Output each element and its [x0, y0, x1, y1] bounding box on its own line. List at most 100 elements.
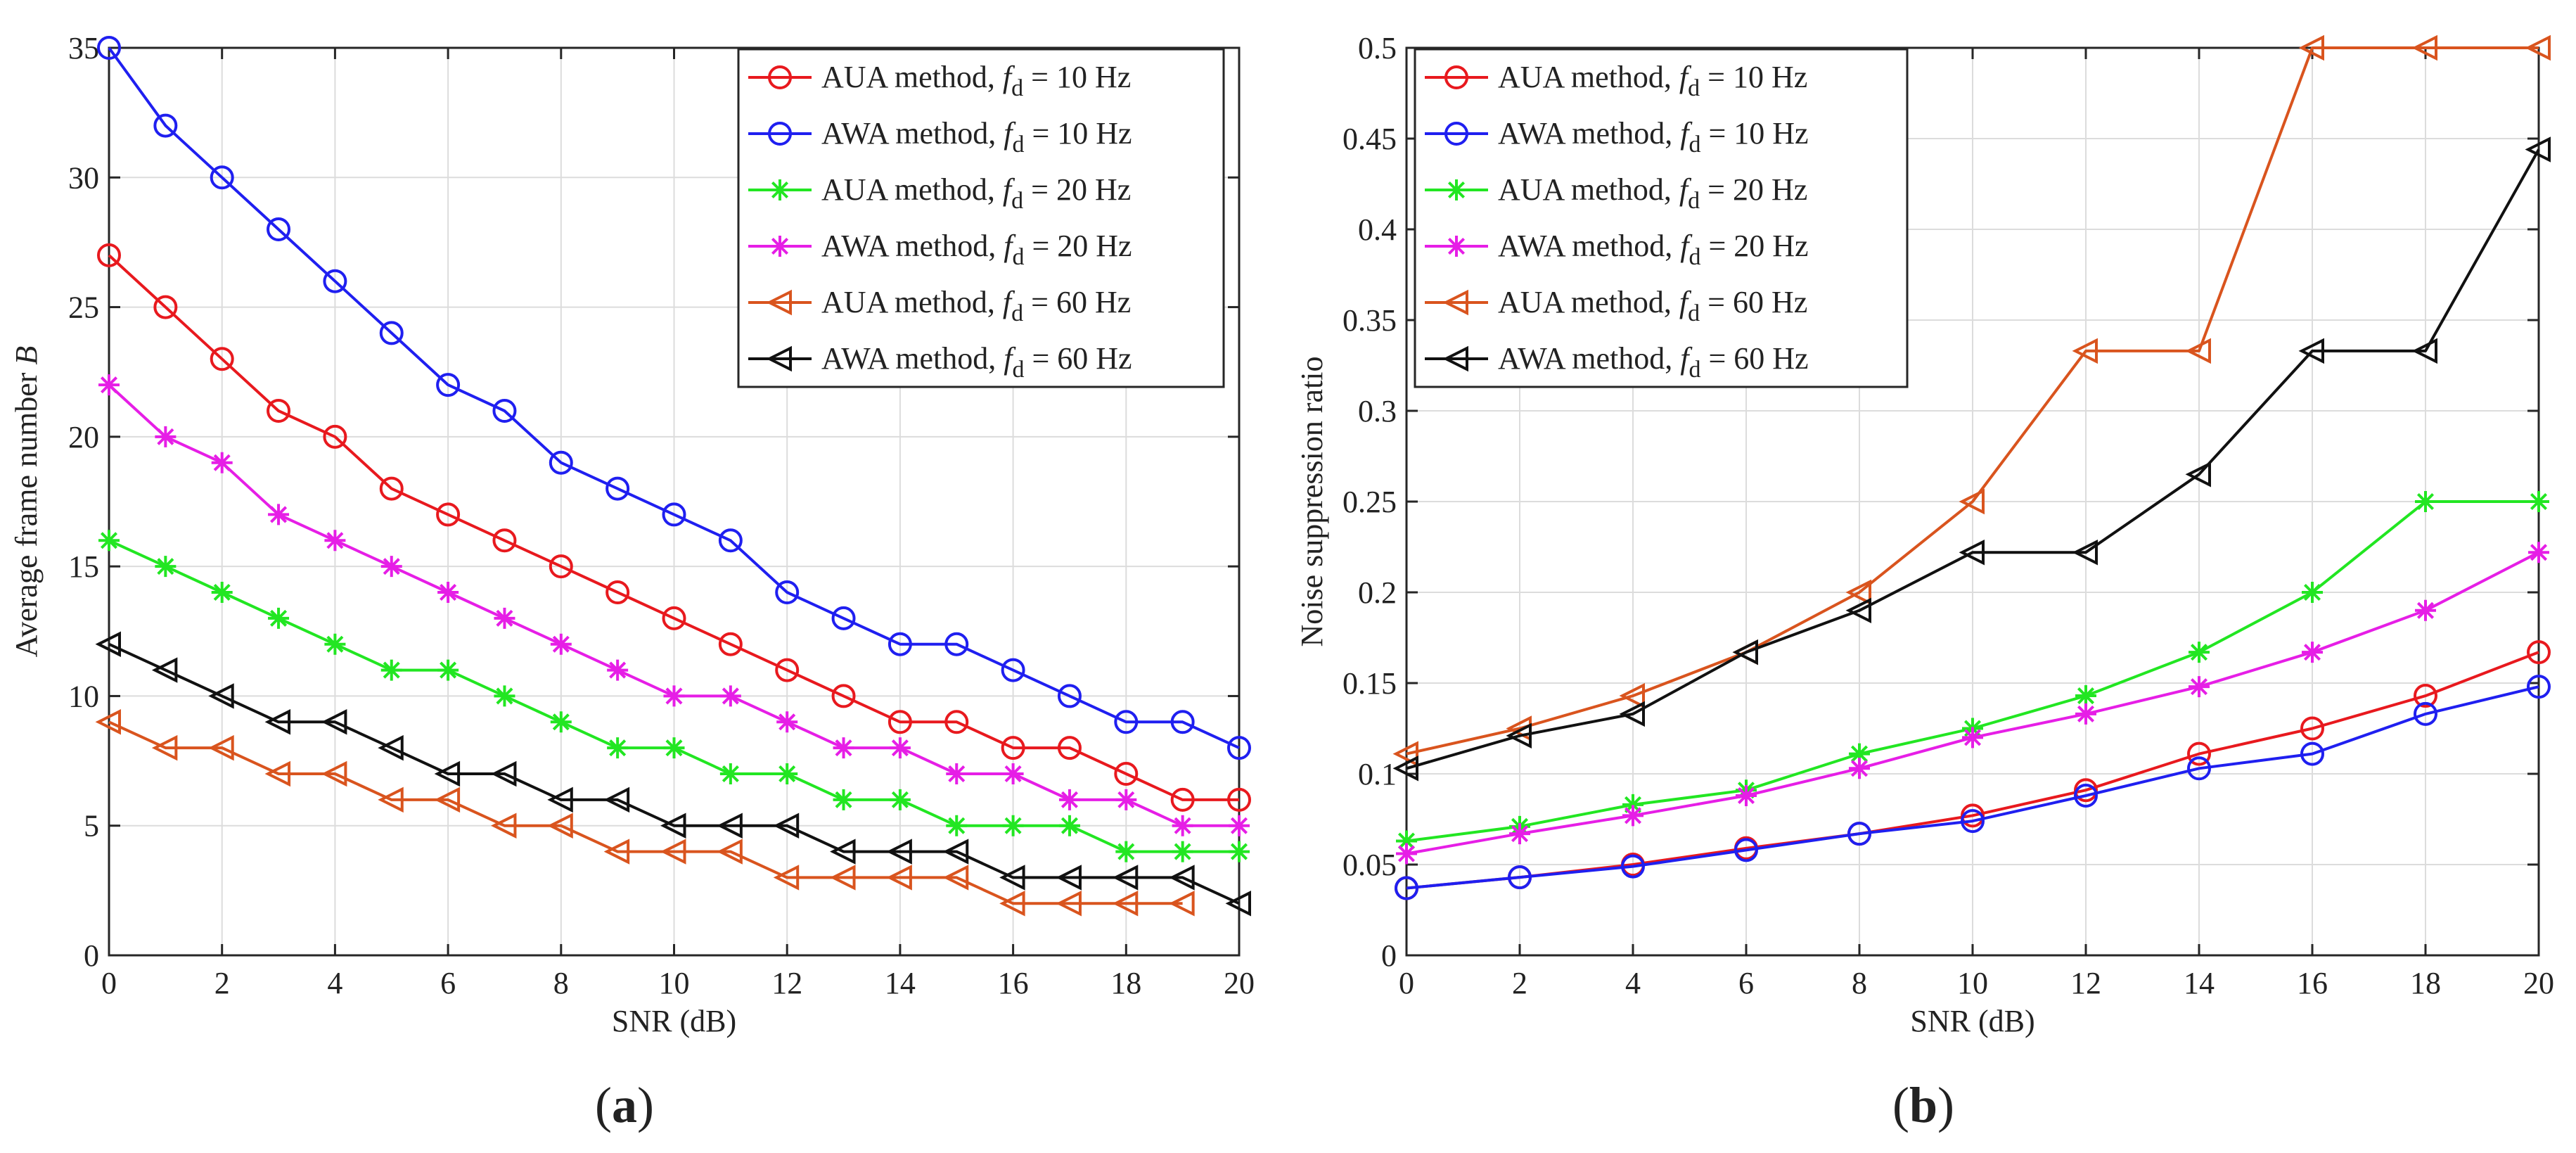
data-point [153, 295, 178, 319]
data-point [1114, 762, 1139, 786]
y-tick-label: 5 [84, 809, 99, 843]
legend-label: AUA method, fd = 60 Hz [1498, 285, 1807, 326]
data-point [436, 502, 461, 527]
legend-entry: AWA method, fd = 60 Hz [1425, 341, 1809, 383]
data-point [1962, 727, 1983, 749]
data-point [889, 737, 911, 759]
legend-entry: AWA method, fd = 20 Hz [748, 229, 1132, 270]
legend-label: AUA method, fd = 20 Hz [1498, 172, 1807, 214]
data-point [719, 763, 741, 784]
data-point [321, 760, 347, 787]
data-point [776, 763, 798, 784]
data-point [886, 865, 912, 891]
data-point [494, 685, 515, 707]
legend-entry: AWA method, fd = 60 Hz [748, 341, 1132, 383]
data-point [603, 786, 630, 813]
data-point [662, 502, 686, 527]
data-point [887, 710, 912, 734]
x-axis-label: SNR (dB) [1910, 1004, 2034, 1038]
legend-label: AWA method, fd = 60 Hz [821, 341, 1132, 383]
data-point [208, 734, 234, 761]
data-point [1058, 815, 1080, 836]
data-point [1112, 891, 1139, 917]
legend-label: AWA method, fd = 20 Hz [1498, 229, 1809, 270]
data-point [607, 737, 629, 759]
x-tick-label: 6 [1738, 966, 1754, 1000]
data-point [1057, 736, 1082, 760]
data-point [830, 839, 856, 865]
legend-swatch-marker [769, 236, 790, 257]
data-point [660, 839, 686, 865]
data-point [2187, 756, 2211, 781]
y-tick-label: 20 [68, 420, 99, 454]
x-tick-label: 10 [1957, 966, 1988, 1000]
data-point [1395, 876, 1418, 900]
legend-entry: AUA method, fd = 20 Hz [1425, 172, 1807, 214]
legend-label: AWA method, fd = 10 Hz [821, 116, 1132, 158]
data-point [490, 760, 517, 787]
legend-swatch-marker [1444, 122, 1468, 146]
data-point [155, 556, 177, 578]
series-0 [97, 243, 1251, 812]
x-tick-label: 6 [440, 966, 456, 1000]
data-point [1736, 784, 1757, 806]
legend-label: AUA method, fd = 10 Hz [821, 60, 1131, 101]
data-point [2415, 599, 2436, 621]
data-point [208, 683, 234, 709]
data-point [773, 865, 800, 891]
data-point [775, 580, 800, 604]
legend-swatch-marker [768, 65, 792, 89]
data-point [1170, 787, 1195, 812]
data-point [1172, 815, 1193, 836]
data-point [830, 865, 856, 891]
data-point [547, 813, 573, 839]
data-point [151, 657, 178, 683]
data-point [321, 709, 347, 735]
data-point [1002, 763, 1024, 784]
data-point [1001, 658, 1025, 682]
legend-swatch-marker [1446, 236, 1467, 257]
data-point [494, 607, 515, 629]
y-tick-label: 10 [68, 679, 99, 713]
series-5 [1392, 136, 2551, 782]
y-axis-label: Average frame number B [9, 346, 44, 658]
data-point [324, 633, 346, 655]
data-point [2302, 582, 2323, 603]
data-point [999, 891, 1025, 917]
data-point [155, 426, 177, 447]
legend-entry: AWA method, fd = 10 Hz [748, 116, 1132, 158]
data-point [773, 813, 800, 839]
data-point [210, 165, 234, 190]
x-tick-label: 14 [2184, 966, 2215, 1000]
data-point [436, 373, 461, 397]
x-tick-label: 20 [2523, 966, 2554, 1000]
y-tick-label: 0.1 [1358, 757, 1397, 791]
data-point [833, 789, 854, 810]
data-point [95, 631, 121, 657]
data-point [1114, 710, 1139, 734]
y-tick-label: 15 [68, 549, 99, 584]
data-point [2075, 703, 2096, 725]
data-point [1227, 787, 1251, 812]
data-point [944, 710, 969, 734]
data-point [549, 450, 573, 475]
legend-box [1414, 48, 1909, 388]
x-tick-label: 18 [1110, 966, 1141, 1000]
data-point [660, 813, 686, 839]
data-point [717, 813, 743, 839]
data-point [1229, 841, 1250, 862]
data-point [2185, 461, 2211, 488]
data-point [663, 685, 685, 707]
legend-label: AWA method, fd = 10 Hz [1498, 116, 1809, 158]
data-point [942, 865, 969, 891]
data-point [889, 789, 911, 810]
y-axis-label: Noise suppression ratio [1295, 356, 1329, 646]
data-point [1112, 865, 1139, 891]
panel-label: (b) [1892, 1077, 1954, 1133]
series-3 [98, 374, 1250, 836]
data-point [549, 554, 573, 579]
legend-entry: AUA method, fd = 20 Hz [748, 172, 1131, 214]
data-point [437, 582, 459, 603]
data-point [547, 786, 573, 813]
data-point [1396, 830, 1417, 852]
